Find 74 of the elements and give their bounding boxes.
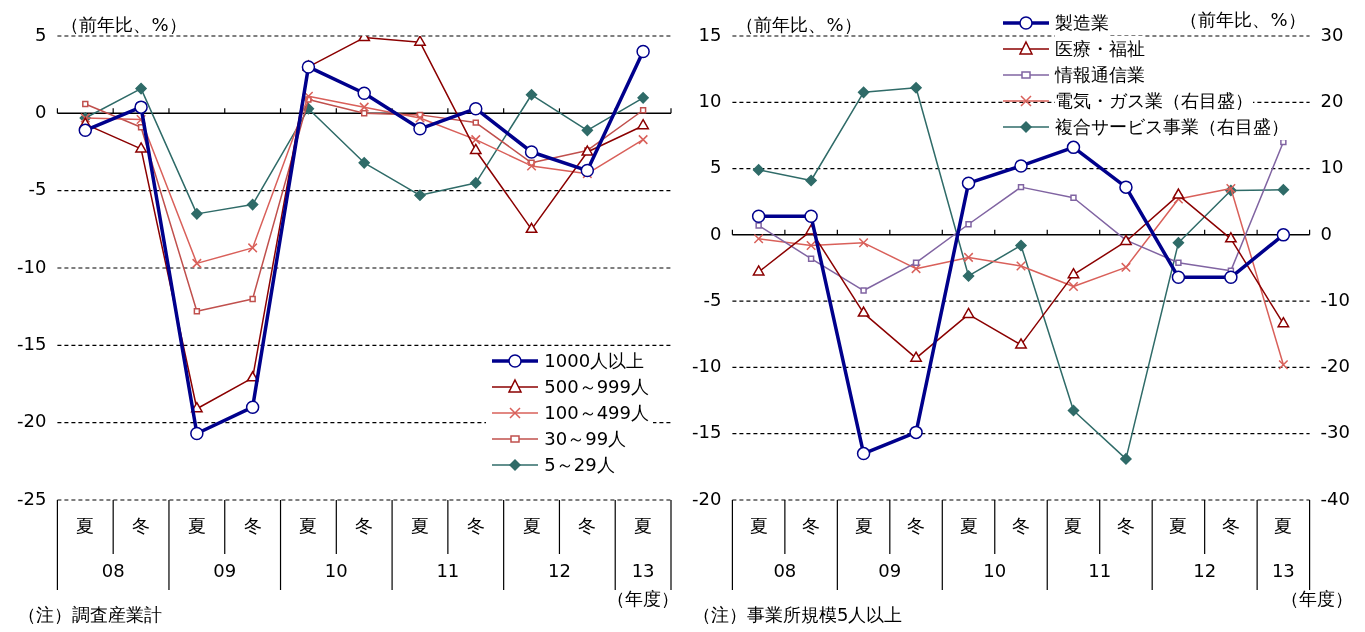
x-tick-label: 冬: [1012, 514, 1030, 536]
text: 08: [101, 559, 125, 581]
y2-tick-label: 20: [1320, 89, 1344, 111]
y2-tick-label: -20: [1320, 355, 1351, 377]
x-tick-label: 冬: [132, 514, 151, 536]
text: 10: [324, 559, 348, 581]
x-tick-label: 夏: [76, 514, 95, 536]
y-tick-label: -10: [691, 355, 722, 377]
x-tick-label: 冬: [1116, 514, 1135, 536]
y-tick-label: -5: [28, 178, 47, 200]
text: 08: [773, 559, 797, 581]
x-tick-label: 夏: [1064, 514, 1083, 536]
y-axis-title: （前年比、%）: [736, 13, 862, 35]
y-tick-label: 15: [698, 23, 722, 45]
legend-label: 複合サービス事業（右目盛）: [1055, 114, 1289, 140]
legend-label: 1000人以上: [544, 348, 645, 374]
x-tick-label: 夏: [634, 514, 653, 536]
legend-label: 30～99人: [544, 426, 627, 452]
legend-label: 500～999人: [544, 374, 649, 400]
text: （年度）: [1281, 587, 1353, 609]
legend-label: 製造業: [1055, 10, 1109, 36]
y2-tick-label: -10: [1320, 288, 1351, 310]
x-tick-label: 夏: [1169, 514, 1188, 536]
x-tick-label: 冬: [355, 514, 374, 536]
x-tick-label: 冬: [243, 514, 262, 536]
x-tick-label: 夏: [522, 514, 541, 536]
y-tick-label: 5: [709, 156, 722, 178]
y2-tick-label: 0: [1320, 222, 1333, 244]
x-tick-label: 冬: [466, 514, 485, 536]
text: （注）事業所規模5人以上: [693, 603, 903, 625]
text: 11: [436, 559, 460, 581]
y2-tick-label: 10: [1320, 156, 1344, 178]
y-tick-label: -5: [703, 288, 722, 310]
y-tick-label: -15: [691, 421, 722, 443]
y-tick-label: -20: [691, 487, 722, 509]
legend-label: 情報通信業: [1055, 62, 1145, 88]
x-tick-label: 夏: [1274, 514, 1293, 536]
x-tick-label: 夏: [959, 514, 978, 536]
x-tick-label: 冬: [578, 514, 597, 536]
y-tick-label: -10: [16, 255, 47, 277]
legend-label: 5～29人: [544, 452, 615, 478]
text: 10: [983, 559, 1007, 581]
y-tick-label: -20: [16, 410, 47, 432]
y2-tick-label: 30: [1320, 23, 1344, 45]
y2-axis-title: （前年比、%）: [1180, 8, 1306, 30]
x-tick-label: 夏: [299, 514, 318, 536]
y-tick-label: 5: [34, 23, 47, 45]
text: （注）調査産業計: [18, 603, 162, 625]
y-tick-label: -15: [16, 333, 47, 355]
y2-tick-label: -30: [1320, 421, 1351, 443]
legend-label: 医療・福祉: [1055, 36, 1145, 62]
x-tick-label: 冬: [802, 514, 821, 536]
x-tick-label: 夏: [854, 514, 873, 536]
text: 13: [1271, 559, 1295, 581]
x-tick-label: 夏: [410, 514, 429, 536]
legend-label: 電気・ガス業（右目盛）: [1055, 88, 1253, 114]
y-tick-label: 0: [34, 101, 47, 123]
text: 09: [213, 559, 237, 581]
x-tick-label: 冬: [1221, 514, 1240, 536]
text: 12: [1193, 559, 1217, 581]
y-tick-label: 0: [709, 222, 722, 244]
x-tick-label: 冬: [907, 514, 926, 536]
x-tick-label: 夏: [749, 514, 768, 536]
text: 09: [878, 559, 902, 581]
text: 12: [547, 559, 571, 581]
y-axis-title: （前年比、%）: [61, 13, 187, 35]
y2-tick-label: -40: [1320, 487, 1351, 509]
text: 13: [631, 559, 655, 581]
text: 11: [1088, 559, 1112, 581]
y-tick-label: 10: [698, 89, 722, 111]
legend-label: 100～499人: [544, 400, 649, 426]
text: （年度）: [607, 587, 679, 609]
y-tick-label: -25: [16, 487, 47, 509]
x-tick-label: 夏: [187, 514, 206, 536]
